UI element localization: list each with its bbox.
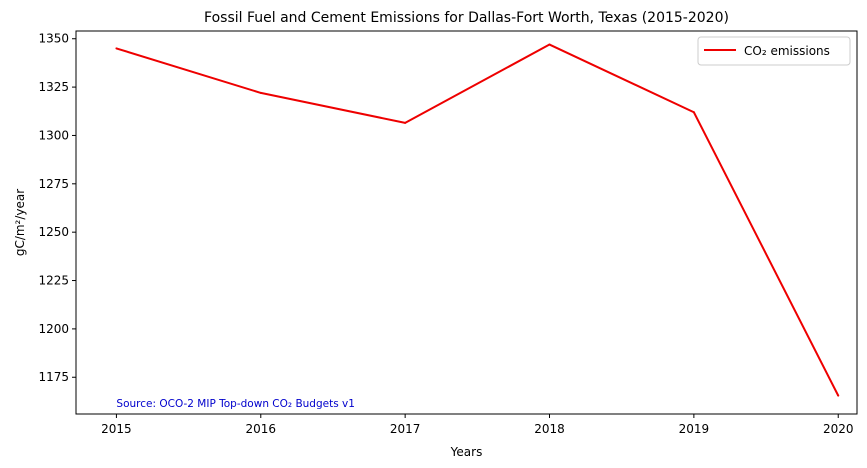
x-tick-label: 2018 (534, 422, 565, 436)
legend-label-co2-emissions: CO₂ emissions (744, 44, 830, 58)
y-axis-ticks: 1175 1200 1225 1250 1275 1300 1325 1350 (38, 32, 76, 384)
y-tick-label: 1275 (38, 177, 69, 191)
y-tick-label: 1325 (38, 80, 69, 94)
y-tick-label: 1300 (38, 128, 69, 142)
legend: CO₂ emissions (697, 36, 851, 66)
series-layer (115, 43, 840, 397)
data-point (837, 394, 840, 397)
chart-title: Fossil Fuel and Cement Emissions for Dal… (204, 10, 729, 26)
y-tick-label: 1175 (38, 370, 69, 384)
x-tick-label: 2015 (101, 422, 132, 436)
y-axis-label: gC/m²/year (13, 189, 27, 256)
x-axis-ticks: 2015 2016 2017 2018 2019 2020 (101, 414, 854, 436)
x-axis-label: Years (450, 445, 483, 459)
data-point (115, 47, 118, 50)
data-point (404, 121, 407, 124)
legend-box (697, 36, 851, 66)
source-annotation: Source: OCO-2 MIP Top-down CO₂ Budgets v… (116, 398, 355, 410)
x-tick-label: 2016 (246, 422, 277, 436)
x-tick-label: 2017 (390, 422, 421, 436)
x-tick-label: 2019 (679, 422, 710, 436)
y-tick-label: 1350 (38, 32, 69, 46)
data-point (692, 111, 695, 114)
y-tick-label: 1250 (38, 225, 69, 239)
y-tick-label: 1200 (38, 322, 69, 336)
data-point (259, 91, 262, 94)
y-tick-label: 1225 (38, 274, 69, 288)
data-point (548, 43, 551, 46)
plot-frame (75, 30, 858, 415)
x-tick-label: 2020 (823, 422, 854, 436)
series-line-co2-emissions (116, 43, 840, 397)
